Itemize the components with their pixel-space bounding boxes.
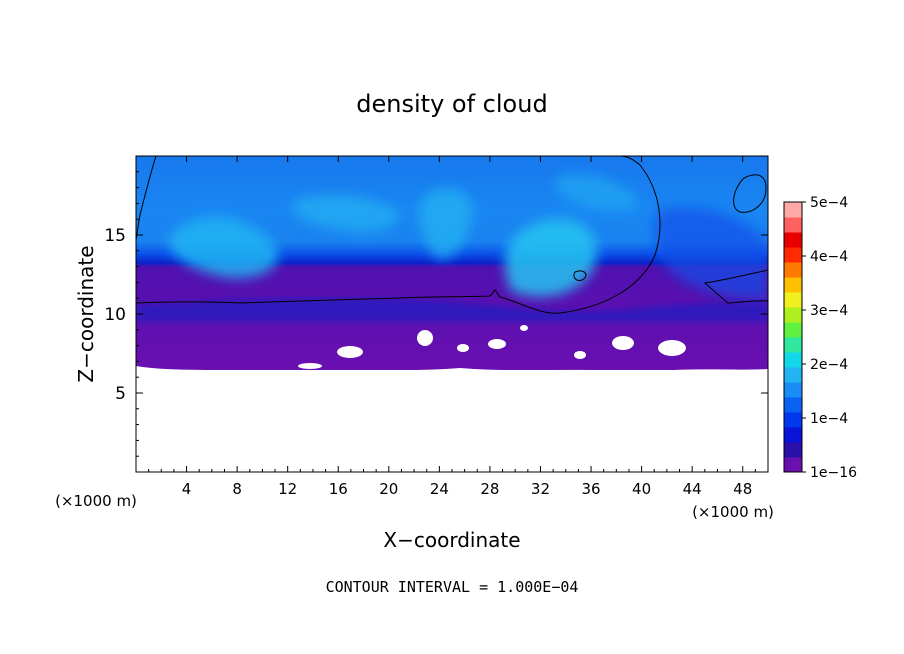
colorbar-segment <box>784 337 802 353</box>
colorbar-segment <box>784 412 802 428</box>
y-axis: 5 10 15 <box>104 171 768 457</box>
colorbar-ticks: 1e−16 1e−4 2e−4 3e−4 4e−4 5e−4 <box>802 195 857 481</box>
upper-band <box>136 297 768 322</box>
x-tick-label: 44 <box>683 480 702 498</box>
colorbar-segment <box>784 367 802 383</box>
x-axis: 4 8 12 16 20 24 28 32 36 40 44 48 <box>148 156 756 498</box>
colorbar-segment <box>784 232 802 248</box>
contour-right-loop <box>733 174 767 213</box>
y-tick-label: 5 <box>115 384 126 404</box>
hole <box>417 330 433 346</box>
hole <box>337 346 363 358</box>
colorbar-segment <box>784 247 802 263</box>
swirl-2 <box>292 195 400 232</box>
hole <box>574 351 586 359</box>
hole <box>612 336 634 350</box>
contour-interval-note: CONTOUR INTERVAL = 1.000E−04 <box>326 578 579 596</box>
swirl-1 <box>169 216 279 279</box>
y-axis-title: Z−coordinate <box>74 245 98 382</box>
x-tick-label: 20 <box>379 480 398 498</box>
colorbar-tick-label: 2e−4 <box>810 357 848 373</box>
cloud-base-gap <box>136 366 768 472</box>
colorbar-segment <box>784 307 802 323</box>
colorbar <box>784 202 802 473</box>
colorbar-segment <box>784 427 802 443</box>
x-tick-label: 16 <box>329 480 348 498</box>
x-tick-label: 36 <box>581 480 600 498</box>
colorbar-segment <box>784 262 802 278</box>
contour-swirl <box>573 270 587 281</box>
hole <box>298 363 322 369</box>
cloud-field <box>136 156 768 472</box>
x-tick-label: 8 <box>232 480 242 498</box>
colorbar-segment <box>784 457 802 473</box>
x-tick-label: 24 <box>430 480 449 498</box>
colorbar-segment <box>784 277 802 293</box>
swirl-5 <box>554 174 640 211</box>
colorbar-tick-label: 1e−4 <box>810 411 848 427</box>
colorbar-segment <box>784 322 802 338</box>
colorbar-tick-label: 3e−4 <box>810 303 848 319</box>
x-tick-label: 28 <box>480 480 499 498</box>
colorbar-tick-label: 5e−4 <box>810 195 848 211</box>
contour-lines <box>136 156 768 314</box>
x-tick-label: 40 <box>632 480 651 498</box>
plot-area <box>136 156 768 472</box>
colorbar-segment <box>784 352 802 368</box>
colorbar-frame <box>783 201 803 473</box>
hole <box>488 339 506 349</box>
x-tick-label: 48 <box>733 480 752 498</box>
y-tick-label: 10 <box>104 305 126 325</box>
colorbar-segment <box>784 442 802 458</box>
swirl-3 <box>419 188 472 260</box>
x-tick-label: 12 <box>278 480 297 498</box>
x-unit-right: (×1000 m) <box>692 503 774 521</box>
chart-title: density of cloud <box>356 90 547 118</box>
contour-left-edge <box>136 156 157 241</box>
cloud-holes <box>298 325 686 369</box>
x-axis-title: X−coordinate <box>383 528 520 552</box>
x-tick-label: 32 <box>531 480 550 498</box>
hole <box>658 340 686 356</box>
colorbar-segment <box>784 292 802 308</box>
x-tick-label: 4 <box>182 480 192 498</box>
hole <box>520 325 528 331</box>
colorbar-segment <box>784 382 802 398</box>
colorbar-segment <box>784 217 802 233</box>
contour-cloud-top <box>136 156 661 314</box>
colorbar-segment <box>784 202 802 218</box>
colorbar-tick-label: 4e−4 <box>810 249 848 265</box>
contour-right-lower <box>703 269 768 304</box>
x-unit-left: (×1000 m) <box>55 492 137 510</box>
y-tick-label: 15 <box>104 226 126 246</box>
colorbar-tick-label: 1e−16 <box>810 465 857 481</box>
colorbar-segment <box>784 397 802 413</box>
hole <box>457 344 469 352</box>
